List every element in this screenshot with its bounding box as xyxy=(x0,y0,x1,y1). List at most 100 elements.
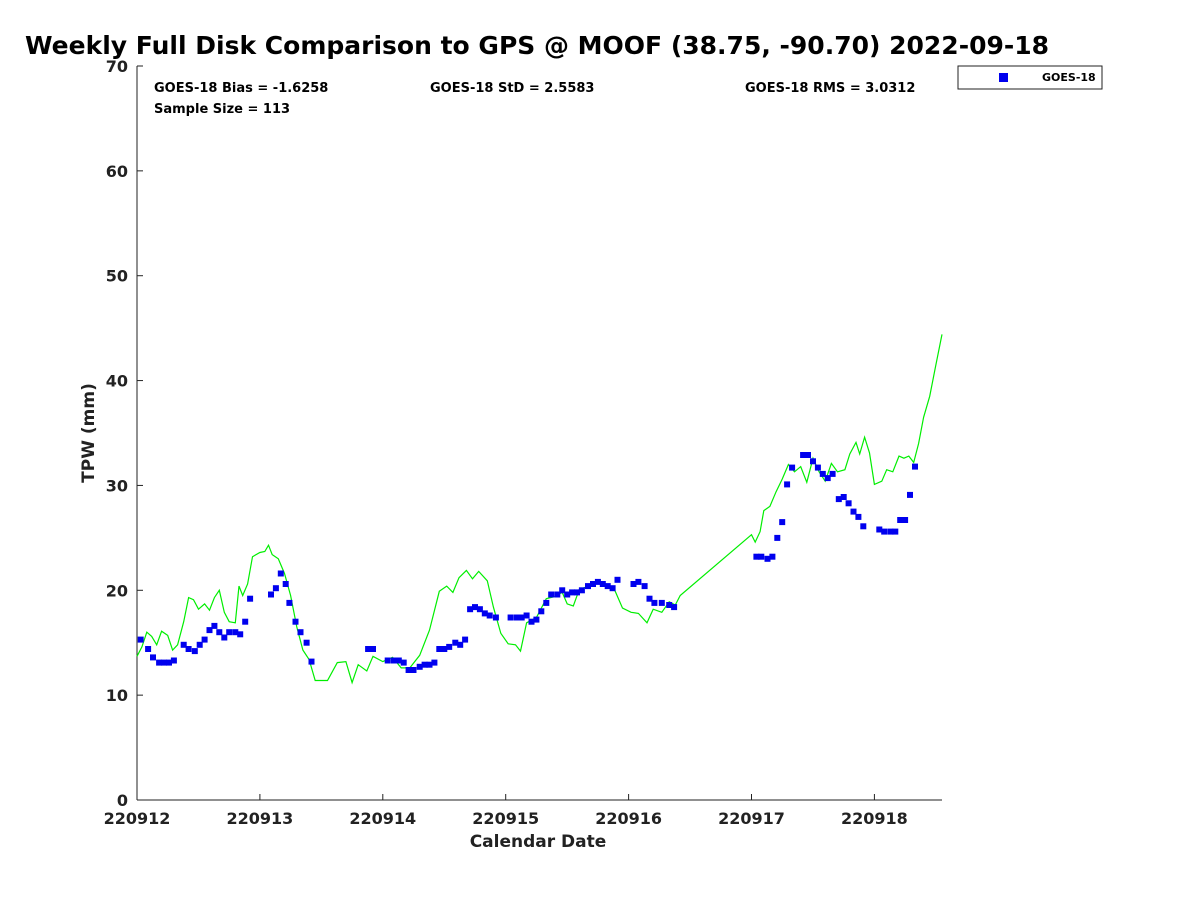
y-tick-label-30: 30 xyxy=(106,476,128,495)
goes-18-point-40 xyxy=(426,661,433,668)
goes-18-point-66 xyxy=(569,589,576,596)
goes-18-point-9 xyxy=(191,648,198,655)
goes-18-point-46 xyxy=(457,641,464,648)
goes-18-point-8 xyxy=(185,646,192,652)
goes-18-point-61 xyxy=(543,599,550,606)
goes-18-point-38 xyxy=(416,663,423,670)
y-axis-label: TPW (mm) xyxy=(79,383,99,483)
goes-18-point-85 xyxy=(758,553,765,560)
goes-18-point-13 xyxy=(211,622,218,629)
goes-18-point-62 xyxy=(548,591,555,598)
goes-18-point-78 xyxy=(641,583,648,590)
goes-18-point-49 xyxy=(472,604,478,611)
goes-18-point-55 xyxy=(513,614,520,621)
goes-18-point-98 xyxy=(829,470,836,477)
goes-18-point-86 xyxy=(764,555,771,562)
goes-18-point-67 xyxy=(574,589,580,596)
chart-title: Weekly Full Disk Comparison to GPS @ MOO… xyxy=(25,31,1049,60)
goes-18-point-3 xyxy=(156,659,163,666)
goes-18-point-26 xyxy=(292,618,299,625)
goes-18-point-24 xyxy=(282,581,289,587)
goes-18-point-41 xyxy=(431,659,438,666)
goes-18-point-63 xyxy=(554,591,561,598)
goes-18-point-2 xyxy=(150,654,156,661)
x-tick-label-220912: 220912 xyxy=(104,809,171,828)
y-tick-label-60: 60 xyxy=(106,162,128,181)
goes-18-point-82 xyxy=(666,602,673,608)
goes-18-point-70 xyxy=(590,581,596,587)
goes-18-point-83 xyxy=(671,604,678,611)
goes-18-point-18 xyxy=(237,631,244,638)
goes-18-point-109 xyxy=(897,517,904,523)
goes-18-point-64 xyxy=(559,587,566,594)
goes-18-point-6 xyxy=(170,657,177,664)
x-tick-label-220916: 220916 xyxy=(595,809,662,828)
goes-18-point-28 xyxy=(303,639,310,646)
goes-18-point-32 xyxy=(384,657,391,664)
goes-18-point-33 xyxy=(390,657,397,664)
x-axis-label: Calendar Date xyxy=(470,832,607,852)
gps-series xyxy=(136,334,943,685)
goes-18-point-21 xyxy=(268,591,274,598)
goes-18-point-100 xyxy=(840,494,847,500)
goes-18-point-69 xyxy=(585,583,591,590)
goes-18-point-87 xyxy=(769,553,776,560)
y-tick-label-70: 70 xyxy=(106,57,128,76)
goes-18-point-53 xyxy=(492,614,499,621)
goes-18-point-39 xyxy=(421,661,428,668)
goes-18-point-74 xyxy=(609,585,616,592)
goes-18-point-68 xyxy=(578,587,585,594)
goes-18-point-5 xyxy=(166,659,172,666)
goes-18-point-101 xyxy=(845,500,852,507)
x-tick-label-220914: 220914 xyxy=(349,809,416,828)
goes-18-point-52 xyxy=(486,612,493,619)
rms-stat: GOES-18 RMS = 3.0312 xyxy=(745,81,915,96)
goes-18-point-19 xyxy=(242,618,249,625)
goes-18-point-104 xyxy=(860,523,867,530)
goes-18-point-0 xyxy=(137,636,144,643)
goes-18-point-103 xyxy=(855,513,862,520)
x-tick-label-220917: 220917 xyxy=(718,809,785,828)
goes-18-point-43 xyxy=(441,646,448,652)
goes-18-point-91 xyxy=(789,464,796,471)
y-tick-label-10: 10 xyxy=(106,686,128,705)
y-axis-ticks: 0 10 20 30 40 50 60 70 xyxy=(106,57,143,810)
goes-18-point-50 xyxy=(476,606,483,613)
x-tick-label-220918: 220918 xyxy=(841,809,908,828)
plot-area xyxy=(136,66,942,801)
y-tick-label-20: 20 xyxy=(106,581,128,600)
legend-label-goes-18: GOES-18 xyxy=(1042,71,1096,84)
goes-18-point-44 xyxy=(446,643,453,650)
goes-18-point-31 xyxy=(370,646,376,652)
legend: GOES-18 xyxy=(957,65,1103,90)
goes-18-point-95 xyxy=(814,464,821,471)
goes-18-point-16 xyxy=(226,629,233,636)
goes-18-point-92 xyxy=(800,452,807,458)
goes-18-point-106 xyxy=(881,528,888,535)
goes-18-point-42 xyxy=(436,646,443,652)
goes-18-point-51 xyxy=(481,610,488,617)
legend-marker-goes-18 xyxy=(999,73,1008,82)
goes-18-point-12 xyxy=(206,627,213,634)
sample-size-stat: Sample Size = 113 xyxy=(154,102,290,117)
goes-18-point-30 xyxy=(365,646,372,652)
goes-18-point-84 xyxy=(753,553,760,560)
goes-18-point-79 xyxy=(646,595,653,602)
goes-18-point-35 xyxy=(400,659,407,666)
y-tick-label-0: 0 xyxy=(117,791,128,810)
legend-box xyxy=(957,65,1103,90)
goes-18-point-81 xyxy=(658,599,665,606)
goes-18-point-105 xyxy=(876,526,883,533)
goes-18-point-58 xyxy=(528,618,535,625)
goes-18-point-17 xyxy=(232,629,239,636)
goes-18-point-23 xyxy=(277,570,284,577)
goes-18-point-45 xyxy=(452,639,459,646)
goes-18-point-107 xyxy=(887,528,894,535)
goes-18-point-4 xyxy=(161,659,167,666)
goes-18-point-34 xyxy=(395,657,402,664)
goes-18-point-111 xyxy=(907,491,913,498)
goes-18-point-14 xyxy=(216,629,223,636)
goes-18-point-48 xyxy=(467,606,474,613)
goes-18-point-112 xyxy=(912,463,918,470)
